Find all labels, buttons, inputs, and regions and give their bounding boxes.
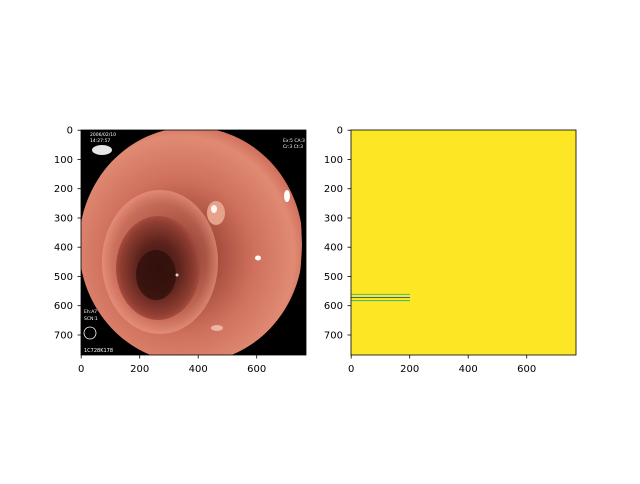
mask-stripe xyxy=(351,293,410,302)
mask-fill xyxy=(351,130,576,355)
left-ytick-label: 600 xyxy=(54,301,73,312)
right-yaxis: 0 100 200 300 400 500 600 700 xyxy=(324,126,351,342)
panel-left: 2006/02/10 14:27:57 Ex:5 CA:3 Cr:3 Ct:3 … xyxy=(54,126,307,375)
left-ytick-label: 500 xyxy=(54,272,73,283)
right-xaxis: 0 200 400 600 xyxy=(348,355,536,375)
right-frame xyxy=(350,129,577,356)
left-ytick-label: 400 xyxy=(54,243,73,254)
right-ytick-label: 400 xyxy=(324,243,343,254)
overlay-settings-2: Cr:3 Ct:3 xyxy=(283,144,303,150)
mask-image xyxy=(351,130,576,355)
overlay-time: 14:27:57 xyxy=(90,138,110,144)
left-ytick-label: 0 xyxy=(67,126,73,137)
left-xtick-label: 200 xyxy=(130,364,149,375)
left-frame xyxy=(80,129,307,356)
endoscopy-image: 2006/02/10 14:27:57 Ex:5 CA:3 Cr:3 Ct:3 … xyxy=(81,130,306,355)
left-xtick-label: 0 xyxy=(78,364,84,375)
left-xtick-label: 600 xyxy=(247,364,266,375)
left-ytick-label: 700 xyxy=(54,331,73,342)
right-ytick-label: 0 xyxy=(337,126,343,137)
left-yaxis: 0 100 200 300 400 500 600 700 xyxy=(54,126,81,342)
right-ytick-label: 200 xyxy=(324,184,343,195)
overlay-eh: Eh:A7 xyxy=(84,309,97,315)
overlay-ring-icon xyxy=(83,326,97,340)
right-xtick-label: 200 xyxy=(400,364,419,375)
panel-right: 0 200 400 600 0 100 200 300 400 500 xyxy=(324,126,577,375)
left-ytick-label: 100 xyxy=(54,155,73,166)
right-xtick-label: 600 xyxy=(517,364,536,375)
overlay-settings-1: Ex:5 CA:3 xyxy=(283,138,305,144)
right-ytick-label: 600 xyxy=(324,301,343,312)
left-ytick-label: 300 xyxy=(54,214,73,225)
right-ytick-label: 700 xyxy=(324,331,343,342)
right-ytick-label: 300 xyxy=(324,214,343,225)
overlay-id: 1C728K178 xyxy=(84,348,113,354)
overlay-scn: SCN:1 xyxy=(84,316,98,322)
left-ytick-label: 200 xyxy=(54,184,73,195)
left-xtick-label: 400 xyxy=(189,364,208,375)
overlay-date: 2006/02/10 xyxy=(90,132,116,138)
right-xtick-label: 0 xyxy=(348,364,354,375)
right-xtick-label: 400 xyxy=(459,364,478,375)
left-xaxis: 0 200 400 600 xyxy=(78,355,266,375)
right-ytick-label: 500 xyxy=(324,272,343,283)
right-ytick-label: 100 xyxy=(324,155,343,166)
